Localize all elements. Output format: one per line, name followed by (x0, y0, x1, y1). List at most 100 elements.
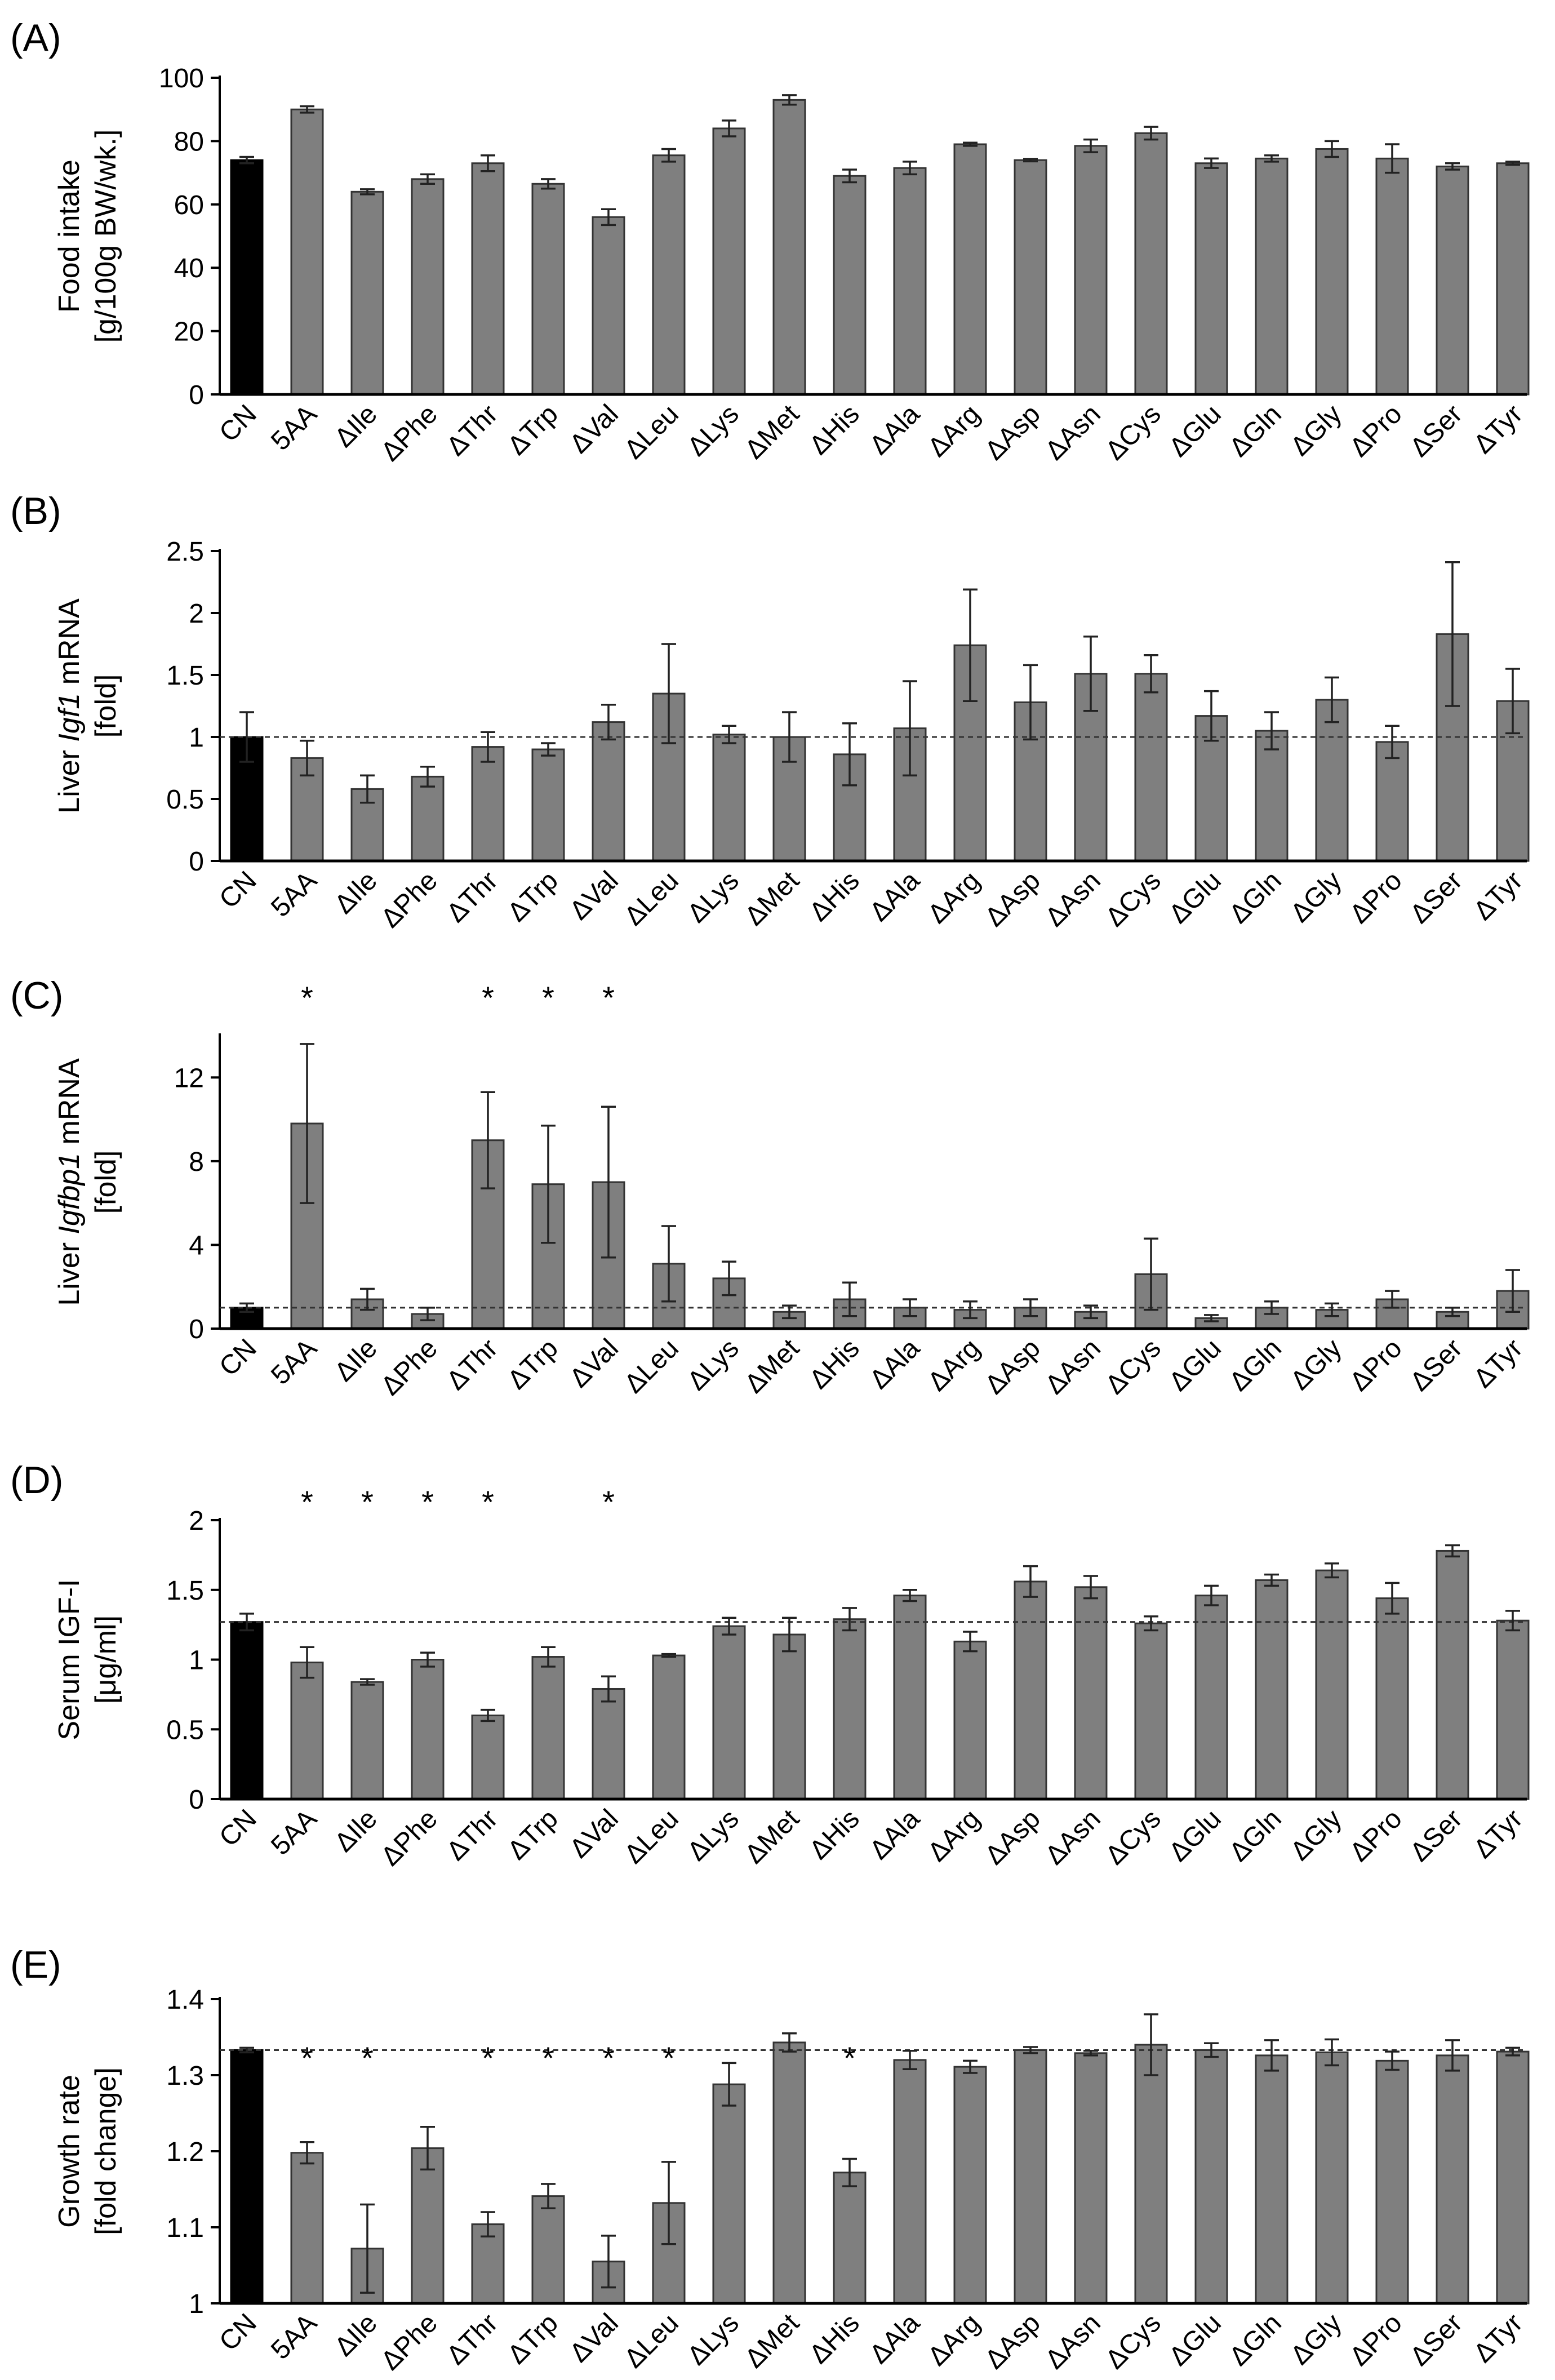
bar-cn (230, 159, 264, 396)
panel-label: (C) (10, 974, 63, 1017)
bar-delta-gly (1315, 699, 1349, 862)
bar-delta-asp (1014, 2049, 1047, 2304)
bar-delta-val (592, 216, 625, 396)
y-axis-title-part: Liver (53, 742, 86, 814)
x-category-label: ΔGlu (1163, 1333, 1227, 1397)
bar-5aa (290, 108, 324, 396)
bar-delta-ile (350, 1681, 384, 1800)
y-tick-label: 12 (174, 1063, 204, 1093)
x-category-label: ΔAsn (1039, 865, 1107, 933)
bar-delta-cys (1134, 1622, 1168, 1800)
x-category-label: ΔPro (1344, 399, 1408, 463)
x-category-label: ΔAla (864, 865, 926, 927)
x-category-label: ΔGlu (1163, 865, 1227, 929)
x-category-label: ΔGlu (1163, 399, 1227, 463)
x-category-label: ΔTyr (1468, 2308, 1528, 2368)
x-category-label: CN (214, 1333, 262, 1382)
bar-delta-tyr (1496, 2050, 1530, 2304)
x-category-label: ΔGly (1285, 399, 1348, 461)
significance-asterisk: * (421, 1484, 434, 1520)
x-category-label: ΔTyr (1468, 1804, 1528, 1864)
bar-delta-trp (531, 1656, 565, 1800)
x-category-label: ΔTrp (502, 1333, 564, 1395)
x-category-label: ΔGly (1285, 2308, 1348, 2370)
x-category-label: ΔTrp (502, 2308, 564, 2370)
x-category-label: ΔLys (682, 399, 745, 462)
x-category-label: ΔGln (1224, 2308, 1287, 2372)
bar-delta-arg (953, 143, 987, 396)
significance-asterisk: * (482, 1484, 494, 1520)
x-category-label: ΔPhe (375, 2308, 443, 2376)
x-category-label: ΔVal (564, 865, 624, 926)
x-category-label: ΔMet (739, 2308, 805, 2374)
x-category-label: ΔVal (564, 399, 624, 459)
bar-delta-gln (1255, 1579, 1289, 1800)
y-axis-title: Liver Igf1 mRNA (53, 598, 86, 814)
x-category-label: ΔAsp (979, 1804, 1046, 1871)
panel-e: (E) Growth rate [fold change] 1 1.1 1.2 1.3 1.4… (10, 1943, 1530, 2376)
x-category-label: ΔSer (1405, 865, 1468, 929)
x-category-label: ΔAla (864, 2308, 926, 2369)
x-category-label: ΔLeu (619, 865, 685, 931)
x-category-label: ΔVal (564, 1804, 624, 1864)
y-axis-unit: [μg/ml] (90, 1615, 122, 1704)
bar-delta-pro (1375, 1597, 1409, 1800)
x-category-label: 5AA (265, 399, 323, 456)
x-category-label: ΔSer (1405, 2308, 1468, 2372)
significance-asterisk: * (602, 2040, 615, 2076)
x-category-label: CN (214, 2308, 262, 2356)
x-category-label: ΔHis (804, 865, 865, 927)
x-category-label: CN (214, 1804, 262, 1852)
x-category-label: ΔSer (1405, 399, 1468, 463)
x-category-label: ΔAsn (1039, 399, 1107, 466)
x-category-label: ΔPhe (375, 865, 443, 934)
y-axis-title: Food intake (53, 159, 86, 313)
x-category-label: ΔLys (682, 865, 745, 929)
bar-delta-leu (652, 1654, 686, 1800)
x-category-label: ΔGlu (1163, 1804, 1227, 1867)
x-category-label: 5AA (265, 1333, 323, 1391)
bar-delta-his (833, 175, 867, 396)
bar-delta-phe (411, 775, 445, 862)
y-tick-label: 80 (174, 127, 204, 157)
bar-5aa (290, 1661, 324, 1800)
bar-delta-his (833, 2172, 867, 2304)
x-category-label: ΔCys (1100, 399, 1167, 466)
significance-asterisk: * (602, 980, 615, 1015)
y-tick-label: 2 (189, 1506, 204, 1536)
y-tick-label: 1 (189, 2289, 204, 2319)
x-category-label: ΔLeu (619, 2308, 685, 2374)
y-axis-title: Growth rate (53, 2075, 86, 2228)
bar-delta-his (833, 1618, 867, 1800)
x-category-label: ΔCys (1100, 1804, 1167, 1871)
significance-asterisk: * (843, 2040, 856, 2076)
panel-label: (B) (10, 490, 61, 532)
bar-delta-leu (652, 154, 686, 396)
x-category-label: ΔTrp (502, 399, 564, 461)
x-category-label: ΔAla (864, 1804, 926, 1865)
y-tick-label: 1.5 (166, 1576, 204, 1606)
x-category-label: ΔLys (682, 1333, 745, 1396)
bar-delta-val (592, 721, 625, 862)
x-category-label: ΔLys (682, 1804, 745, 1867)
bar-delta-gly (1315, 148, 1349, 396)
bar-delta-arg (953, 2066, 987, 2304)
bar-delta-pro (1375, 2059, 1409, 2304)
x-category-label: ΔTyr (1468, 399, 1528, 459)
y-tick-label: 60 (174, 190, 204, 220)
bar-delta-phe (411, 1659, 445, 1800)
y-tick-label: 100 (159, 64, 204, 94)
bar-delta-ala (893, 167, 927, 396)
bar-delta-tyr (1496, 1619, 1530, 1800)
bar-delta-thr (471, 2223, 505, 2304)
x-category-label: ΔPro (1344, 1333, 1408, 1397)
bar-cn (230, 1621, 264, 1800)
bar-delta-glu (1194, 2049, 1228, 2304)
y-axis-unit: [g/100g BW/wk.] (90, 130, 122, 343)
x-category-label: ΔLeu (619, 1804, 685, 1870)
y-axis-title-part: mRNA (53, 1058, 86, 1153)
significance-asterisk: * (301, 980, 313, 1015)
y-tick-label: 1 (189, 723, 204, 753)
x-category-label: ΔArg (922, 1333, 986, 1397)
bar-delta-thr (471, 746, 505, 862)
